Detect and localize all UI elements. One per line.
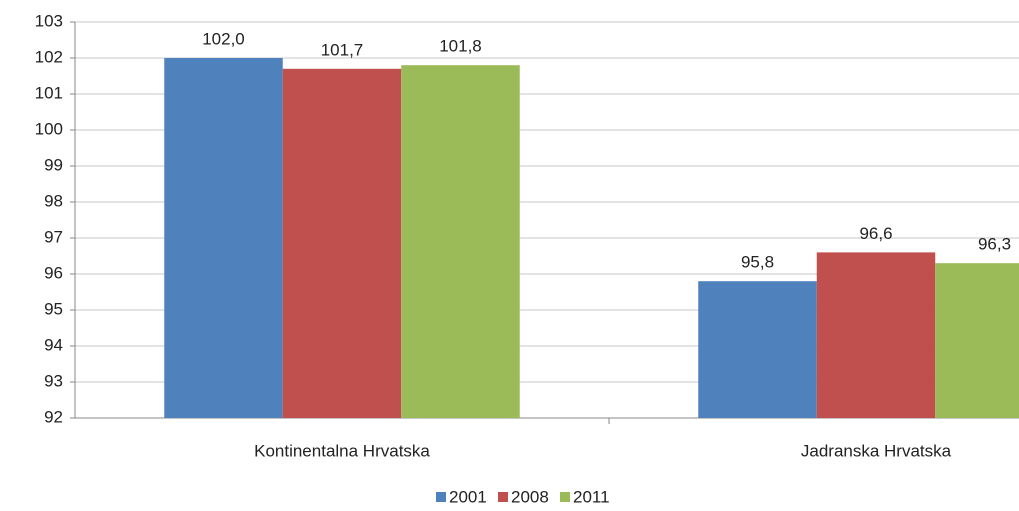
value-label: 101,8 bbox=[439, 37, 482, 56]
legend-label: 2001 bbox=[449, 487, 487, 506]
y-tick-label: 99 bbox=[44, 155, 63, 174]
value-label: 96,6 bbox=[859, 224, 892, 243]
legend-label: 2008 bbox=[511, 487, 549, 506]
y-tick-label: 96 bbox=[44, 263, 63, 282]
value-label: 95,8 bbox=[741, 253, 774, 272]
y-tick-label: 97 bbox=[44, 227, 63, 246]
bar bbox=[698, 281, 817, 418]
bar bbox=[401, 65, 520, 418]
y-tick-label: 93 bbox=[44, 371, 63, 390]
x-tick-label: Jadranska Hrvatska bbox=[801, 441, 952, 460]
legend-swatch bbox=[560, 492, 570, 502]
bar bbox=[282, 68, 402, 419]
y-tick-label: 103 bbox=[35, 11, 63, 30]
legend-label: 2011 bbox=[573, 487, 610, 506]
y-tick-label: 101 bbox=[35, 83, 63, 102]
legend-swatch bbox=[436, 492, 446, 502]
bar bbox=[164, 58, 283, 418]
bar bbox=[816, 252, 936, 418]
y-tick-label: 95 bbox=[44, 299, 63, 318]
y-tick-label: 94 bbox=[44, 335, 63, 354]
y-tick-label: 98 bbox=[44, 191, 63, 210]
value-label: 101,7 bbox=[321, 40, 364, 59]
bar bbox=[935, 263, 1019, 418]
value-label: 102,0 bbox=[202, 29, 245, 48]
value-label: 96,3 bbox=[978, 235, 1011, 254]
y-tick-label: 92 bbox=[44, 407, 63, 426]
x-tick-label: Kontinentalna Hrvatska bbox=[254, 441, 430, 460]
y-tick-label: 102 bbox=[35, 47, 63, 66]
legend-swatch bbox=[498, 492, 508, 502]
y-tick-label: 100 bbox=[35, 119, 63, 138]
